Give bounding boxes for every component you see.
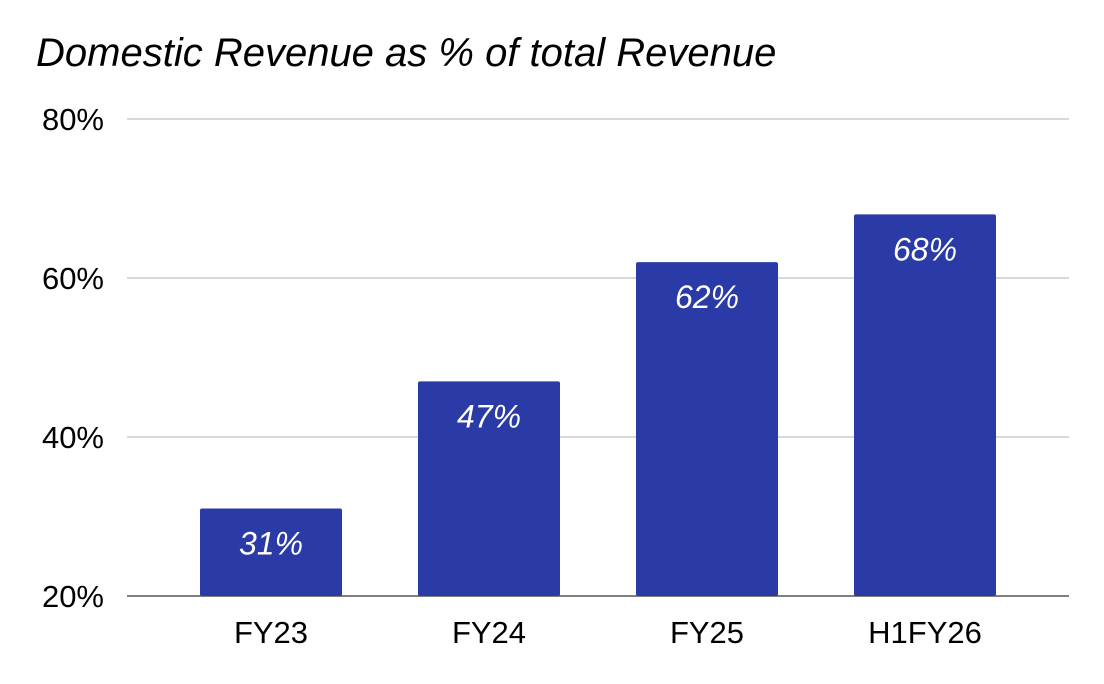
data-label-fy25: 62% bbox=[675, 279, 739, 315]
bar-h1fy26 bbox=[854, 214, 996, 596]
x-tick-label: FY24 bbox=[452, 615, 526, 650]
bar-fy24 bbox=[418, 381, 560, 596]
chart-title: Domestic Revenue as % of total Revenue bbox=[36, 31, 776, 75]
data-label-h1fy26: 68% bbox=[893, 231, 957, 267]
y-tick-label: 20% bbox=[42, 579, 104, 614]
x-tick-label: FY23 bbox=[234, 615, 308, 650]
y-tick-label: 80% bbox=[42, 102, 104, 137]
y-tick-label: 40% bbox=[42, 420, 104, 455]
y-axis-tick-labels: 20% 40% 60% 80% bbox=[42, 102, 104, 614]
data-label-fy24: 47% bbox=[457, 398, 521, 434]
bar-data-labels: 31% 47% 62% 68% bbox=[239, 231, 957, 561]
data-label-fy23: 31% bbox=[239, 526, 303, 562]
bar-fy25 bbox=[636, 262, 778, 596]
bars bbox=[200, 214, 996, 596]
bar-fy23 bbox=[200, 508, 342, 596]
x-tick-label: FY25 bbox=[670, 615, 744, 650]
y-tick-label: 60% bbox=[42, 261, 104, 296]
x-axis-tick-labels: FY23 FY24 FY25 H1FY26 bbox=[234, 615, 982, 650]
x-tick-label: H1FY26 bbox=[868, 615, 982, 650]
